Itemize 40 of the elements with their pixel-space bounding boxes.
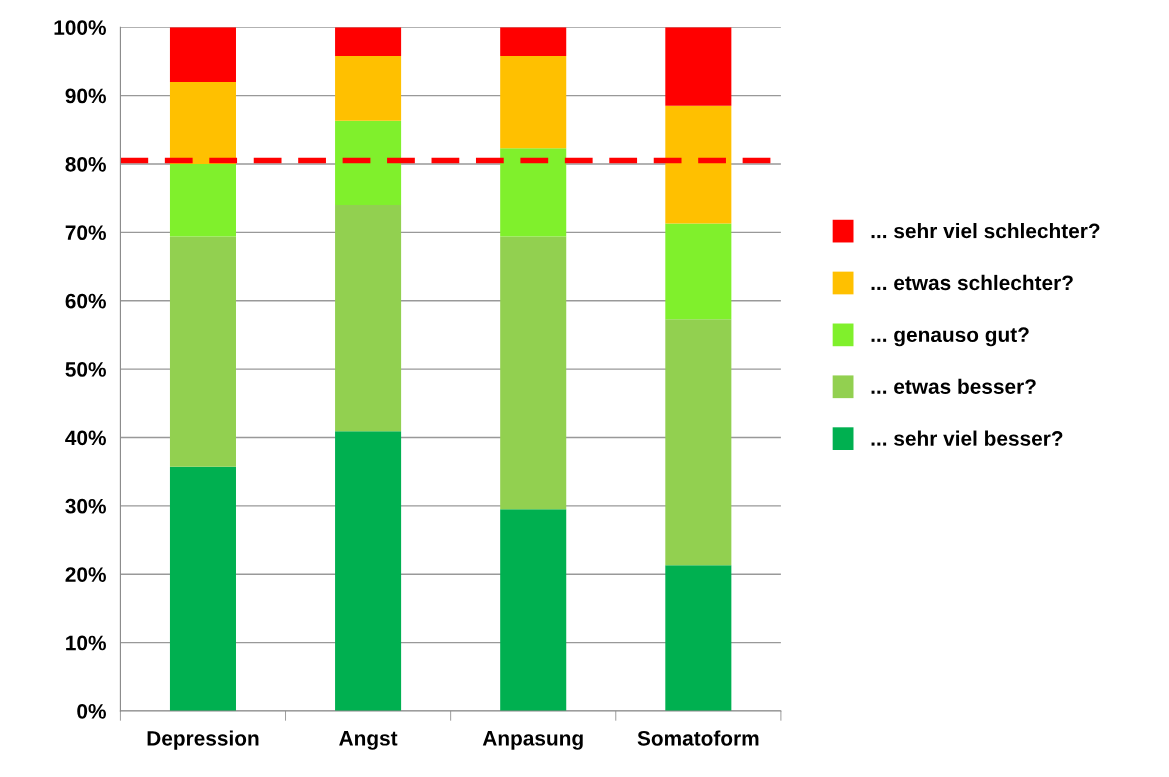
legend-label: ... etwas besser? bbox=[871, 378, 1036, 394]
legend-label: ... genauso gut? bbox=[871, 327, 1029, 347]
y-tick-label: 30% bbox=[65, 498, 106, 514]
bar bbox=[169, 81, 236, 164]
bar bbox=[335, 55, 402, 121]
y-tick-label: 0% bbox=[77, 703, 106, 719]
bar bbox=[500, 148, 567, 237]
bar bbox=[500, 509, 567, 711]
bar bbox=[665, 565, 732, 711]
x-tick-label: Anpasung bbox=[482, 731, 583, 750]
bar bbox=[500, 27, 567, 56]
y-tick-label: 80% bbox=[65, 156, 106, 172]
y-tick-label: 10% bbox=[66, 635, 106, 651]
x-tick-label: Somatoform bbox=[637, 730, 759, 746]
bar bbox=[335, 204, 402, 432]
bar bbox=[169, 466, 236, 711]
y-tick-label: 50% bbox=[65, 362, 106, 377]
bar bbox=[665, 319, 732, 566]
legend-label: ... etwas schlechter? bbox=[871, 274, 1073, 291]
y-tick-label: 70% bbox=[65, 225, 106, 241]
y-tick-label: 100% bbox=[54, 20, 106, 35]
bar bbox=[665, 105, 732, 224]
legend-label: ... sehr viel besser? bbox=[871, 430, 1063, 446]
bar bbox=[500, 55, 567, 149]
x-tick-label: Angst bbox=[339, 731, 398, 750]
y-tick-label: 20% bbox=[65, 567, 106, 582]
bar bbox=[500, 236, 567, 510]
bar bbox=[335, 431, 402, 711]
legend-label: ... sehr viel schlechter? bbox=[871, 223, 1100, 239]
y-tick-label: 90% bbox=[65, 88, 106, 104]
bar bbox=[169, 163, 236, 237]
y-tick-label: 60% bbox=[65, 293, 106, 309]
bar bbox=[335, 27, 402, 56]
bar bbox=[335, 120, 402, 205]
bar bbox=[169, 236, 236, 467]
x-tick-label: Depression bbox=[147, 730, 259, 750]
bar bbox=[169, 27, 236, 82]
bar bbox=[665, 223, 732, 320]
bar bbox=[665, 27, 732, 106]
y-tick-label: 40% bbox=[65, 430, 106, 446]
